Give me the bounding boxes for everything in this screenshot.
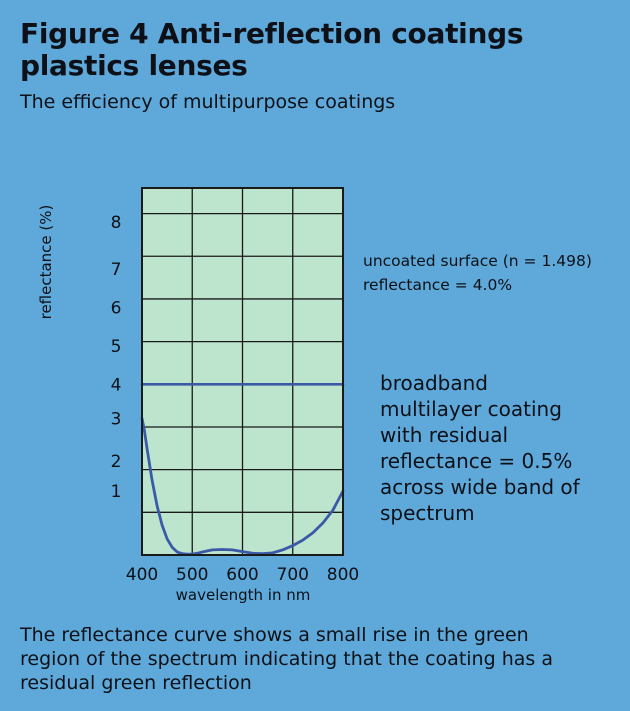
series-layer: [140, 383, 345, 556]
broadband-annotation: broadband multilayer coating with residu…: [380, 370, 610, 526]
uncoated-annotation: uncoated surface (n = 1.498) reflectance…: [363, 249, 592, 297]
figure-title-line-1: Figure 4 Anti-reflection coatings: [20, 17, 524, 50]
y-tick-label: 5: [111, 337, 122, 357]
x-tick-labels: 400 500 600 700 800: [126, 565, 359, 585]
x-tick-label: 800: [327, 565, 359, 585]
broadband-annotation-line-4: reflectance = 0.5%: [380, 449, 573, 473]
broadband-annotation-line-3: with residual: [380, 423, 509, 447]
x-axis-label: wavelength in nm: [175, 586, 311, 604]
broadband-annotation-line-1: broadband: [380, 371, 488, 395]
x-tick-label: 400: [126, 565, 158, 585]
figure-subtitle: The efficiency of multipurpose coatings: [20, 91, 396, 113]
x-tick-label: 700: [277, 565, 309, 585]
x-tick-label: 500: [176, 565, 208, 585]
y-tick-label: 7: [111, 260, 122, 280]
figure-caption: The reflectance curve shows a small rise…: [20, 623, 615, 695]
caption-line-3: residual green reflection: [20, 672, 252, 694]
y-tick-label: 3: [111, 409, 122, 429]
y-tick-label: 2: [111, 452, 122, 472]
caption-line-2: region of the spectrum indicating that t…: [20, 648, 553, 670]
broadband-annotation-line-2: multilayer coating: [380, 397, 562, 421]
broadband-annotation-line-5: across wide band of: [380, 475, 580, 499]
plot-border: [141, 187, 344, 556]
figure-title-line-2: plastics lenses: [20, 49, 248, 82]
y-tick-label: 4: [111, 375, 122, 395]
y-tick-labels: 1 2 3 4 5 6 7 8: [111, 213, 122, 502]
y-tick-label: 1: [111, 482, 122, 502]
coated-reflectance-curve: [140, 417, 345, 556]
uncoated-annotation-line-1: uncoated surface (n = 1.498): [363, 252, 592, 270]
uncoated-annotation-line-2: reflectance = 4.0%: [363, 276, 513, 294]
y-tick-label: 6: [111, 298, 122, 318]
broadband-annotation-line-6: spectrum: [380, 501, 475, 525]
x-tick-label: 600: [226, 565, 258, 585]
y-tick-label: 8: [111, 213, 122, 233]
figure-title: Figure 4 Anti-reflection coatings plasti…: [20, 18, 610, 82]
caption-line-1: The reflectance curve shows a small rise…: [20, 624, 529, 646]
